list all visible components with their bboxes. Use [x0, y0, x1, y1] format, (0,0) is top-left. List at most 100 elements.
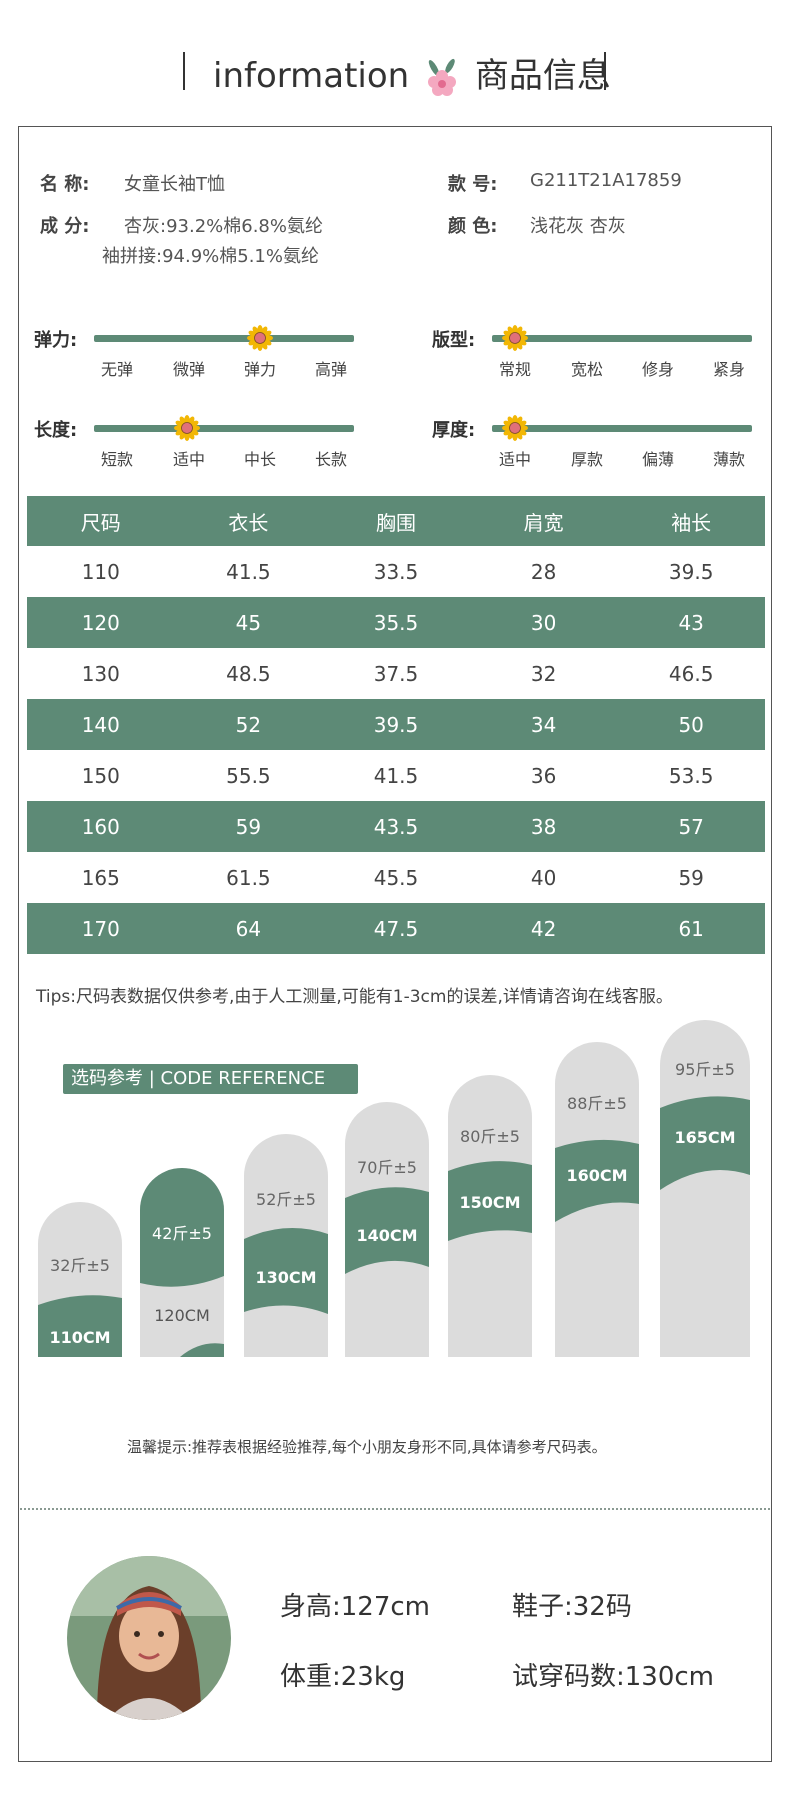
- code-reference-tag: 选码参考 | CODE REFERENCE: [63, 1064, 358, 1094]
- length-track: [94, 425, 354, 432]
- table-cell: 61: [617, 903, 765, 954]
- table-cell: 45: [174, 597, 323, 648]
- height-label: 140CM: [356, 1226, 418, 1245]
- weight-label: 95斤±5: [675, 1060, 735, 1079]
- elasticity-tick: 无弹: [100, 360, 134, 379]
- elasticity-tick: 弹力: [243, 360, 277, 379]
- table-cell: 59: [678, 865, 704, 890]
- weight-label: 52斤±5: [256, 1190, 316, 1209]
- length-tick: 短款: [100, 450, 134, 469]
- table-row: 140 52 39.5 34 50: [27, 699, 765, 750]
- height-label: 160CM: [566, 1166, 628, 1185]
- weight-label: 88斤±5: [567, 1094, 627, 1113]
- table-cell: 130: [81, 661, 120, 686]
- table-cell: 170: [27, 903, 175, 954]
- length-tick: 中长: [243, 450, 277, 469]
- table-row: 110 41.5 33.5 28 39.5: [27, 546, 765, 597]
- table-cell: 59: [174, 801, 323, 852]
- reference-note: 温馨提示:推荐表根据经验推荐,每个小朋友身形不同,具体请参考尺码表。: [127, 1438, 607, 1456]
- column-header: 尺码: [27, 496, 175, 546]
- page-title: information 商品信息: [213, 48, 611, 98]
- pill-wave: [555, 1139, 639, 1222]
- composition-label: 成 分:: [40, 216, 90, 237]
- weight-label: 80斤±5: [460, 1127, 520, 1146]
- pill-wave: [660, 1096, 750, 1190]
- table-row: 150 55.5 41.5 36 53.5: [27, 750, 765, 801]
- pill-wave: [345, 1187, 429, 1274]
- model-weight: 体重:23kg: [280, 1662, 406, 1692]
- reference-pill: 52斤±5 130CM: [244, 1134, 328, 1357]
- sunflower-marker-icon: [502, 415, 528, 441]
- fit-tick: 紧身: [712, 360, 746, 379]
- fit-tick: 宽松: [570, 360, 604, 379]
- thickness-tick: 适中: [498, 450, 532, 469]
- reference-pill: 95斤±5 165CM: [660, 1020, 750, 1357]
- elasticity-tick: 高弹: [314, 360, 348, 379]
- fit-label: 版型:: [432, 330, 476, 351]
- table-cell: 61.5: [226, 865, 271, 890]
- fit-tick: 常规: [498, 360, 532, 379]
- table-cell: 41.5: [226, 559, 271, 584]
- height-label: 130CM: [255, 1268, 317, 1287]
- table-cell: 39.5: [322, 699, 470, 750]
- table-cell: 30: [469, 597, 618, 648]
- table-cell: 165: [81, 865, 120, 890]
- title-cn: 商品信息: [474, 56, 611, 96]
- table-cell: 36: [530, 763, 557, 788]
- height-label: 110CM: [49, 1328, 111, 1347]
- reference-pill: 42斤±5 120CM: [140, 1168, 224, 1357]
- model-avatar: [67, 1556, 231, 1720]
- column-header: 肩宽: [469, 496, 618, 546]
- table-cell: 41.5: [373, 763, 419, 788]
- column-header: 胸围: [322, 496, 470, 546]
- model-trial-size: 试穿码数:130cm: [512, 1662, 715, 1692]
- table-cell: 33.5: [373, 559, 419, 584]
- title-en: information: [213, 56, 410, 96]
- table-cell: 28: [530, 559, 557, 584]
- table-cell: 110: [81, 559, 120, 584]
- dotted-divider: [20, 1508, 770, 1510]
- table-cell: 40: [530, 865, 557, 890]
- table-cell: 37.5: [373, 661, 419, 686]
- table-cell: 52: [174, 699, 323, 750]
- table-cell: 39.5: [668, 559, 714, 584]
- thickness-track: [492, 425, 752, 432]
- thickness-tick: 厚款: [570, 450, 604, 469]
- header-bar-left: [183, 52, 185, 90]
- elasticity-label: 弹力:: [34, 330, 78, 351]
- table-row: 120 45 35.5 30 43: [27, 597, 765, 648]
- fit-tick: 修身: [641, 360, 675, 379]
- elasticity-tick: 微弹: [172, 360, 206, 379]
- table-cell: 160: [27, 801, 175, 852]
- table-cell: 57: [617, 801, 765, 852]
- table-cell: 45.5: [373, 865, 419, 890]
- thickness-tick: 薄款: [712, 450, 746, 469]
- table-cell: 46.5: [668, 661, 714, 686]
- table-row: 130 48.5 37.5 32 46.5: [27, 648, 765, 699]
- length-tick: 适中: [172, 450, 206, 469]
- length-tick: 长款: [314, 450, 348, 469]
- name-value: 女童长袖T恤: [124, 174, 225, 195]
- table-cell: 43.5: [322, 801, 470, 852]
- thickness-label: 厚度:: [432, 420, 476, 441]
- table-cell: 50: [617, 699, 765, 750]
- pill-wave: [244, 1228, 328, 1314]
- content-frame: [18, 126, 772, 1762]
- sunflower-marker-icon: [247, 325, 273, 351]
- table-cell: 35.5: [322, 597, 470, 648]
- pill-wave: [38, 1295, 122, 1357]
- weight-label: 32斤±5: [50, 1256, 110, 1275]
- table-cell: 38: [469, 801, 618, 852]
- color-label: 颜 色:: [448, 216, 498, 237]
- pill-wave: [448, 1161, 532, 1241]
- reference-pill: 32斤±5 110CM: [38, 1202, 122, 1357]
- reference-pill: 80斤±5 150CM: [448, 1075, 532, 1357]
- thickness-tick: 偏薄: [641, 450, 675, 469]
- table-cell: 53.5: [668, 763, 714, 788]
- size-table-header: 尺码 衣长 胸围 肩宽 袖长: [27, 496, 765, 546]
- composition-value-2: 袖拼接:94.9%棉5.1%氨纶: [102, 246, 319, 267]
- tips-text: Tips:尺码表数据仅供参考,由于人工测量,可能有1-3cm的误差,详情请咨询在…: [36, 987, 673, 1007]
- height-label: 165CM: [674, 1128, 736, 1147]
- model-shoes: 鞋子:32码: [512, 1592, 632, 1622]
- sunflower-marker-icon: [174, 415, 200, 441]
